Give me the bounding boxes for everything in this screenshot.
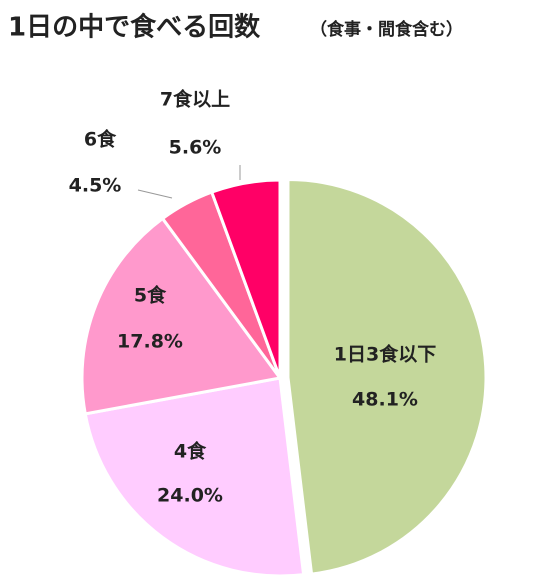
chart-subtitle: （食事・間食含む） <box>310 19 463 40</box>
slice-label: 1日3食以下 <box>334 343 436 366</box>
value-label: 5.6% <box>169 137 222 159</box>
value-label: 48.1% <box>352 389 418 411</box>
leader-line <box>137 189 173 199</box>
slice-label: 4食 <box>174 440 207 463</box>
pie-slice <box>80 216 283 416</box>
value-label: 24.0% <box>157 485 223 507</box>
slice-label: 5食 <box>134 284 167 307</box>
value-label: 4.5% <box>69 175 122 197</box>
chart-title: 1日の中で食べる回数 <box>8 12 261 43</box>
pie-slice <box>83 376 306 578</box>
slice-label: 6食 <box>84 128 117 151</box>
slice-label: 7食以上 <box>160 88 230 111</box>
pie-slice <box>286 178 488 576</box>
pie-slice <box>209 178 282 379</box>
value-label: 17.8% <box>117 331 183 353</box>
